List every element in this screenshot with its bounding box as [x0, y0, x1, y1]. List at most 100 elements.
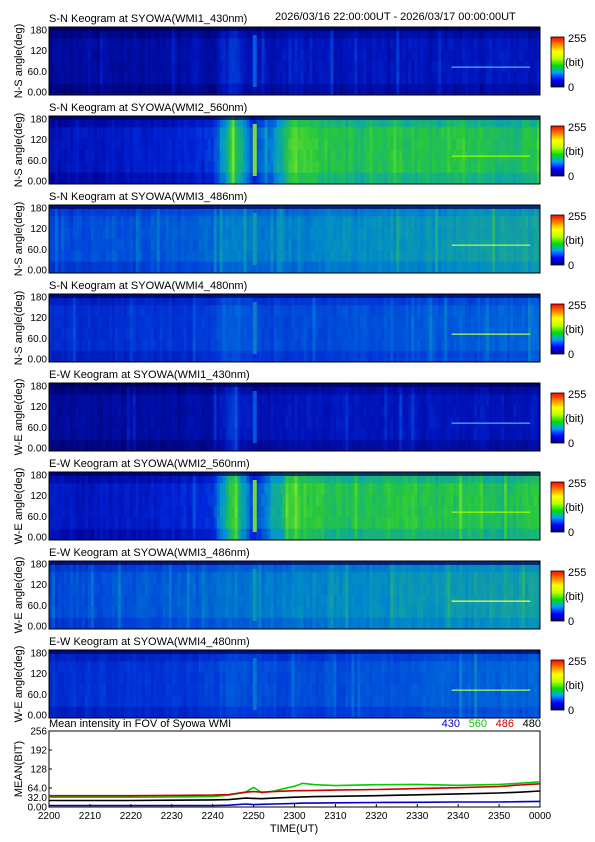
keogram-cell	[384, 49, 388, 62]
keogram-cell	[120, 417, 125, 429]
keogram-cell	[282, 439, 286, 452]
keogram-cell	[324, 27, 328, 39]
keogram-cell	[321, 49, 325, 62]
keogram-cell	[279, 72, 283, 85]
keogram-cell	[111, 38, 116, 51]
keogram-cell	[84, 116, 89, 128]
keogram-cell	[525, 72, 529, 85]
keogram-cell	[75, 328, 80, 340]
keogram-cell	[63, 138, 68, 151]
keogram-cell	[159, 161, 164, 174]
keogram-cell	[429, 250, 433, 263]
keogram-cell	[81, 205, 86, 217]
keogram-cell	[177, 138, 182, 151]
panel-title: S-N Keogram at SYOWA(WMI3_486nm)	[49, 191, 247, 203]
keogram-cell	[231, 172, 236, 185]
keogram-cell	[339, 405, 343, 418]
keogram-cell	[99, 339, 104, 352]
keogram-cell	[174, 294, 179, 306]
keogram-cell	[510, 161, 514, 174]
keogram-cell	[420, 261, 424, 274]
keogram-cell	[348, 116, 352, 128]
keogram-cell	[519, 339, 523, 352]
keogram-cell	[537, 72, 541, 85]
keogram-cell	[417, 417, 421, 429]
keogram-cell	[474, 383, 478, 395]
keogram-cell	[354, 72, 358, 85]
keogram-cell	[498, 316, 502, 329]
keogram-cell	[126, 383, 131, 395]
keogram-cell	[207, 227, 212, 240]
keogram-cell	[318, 239, 322, 251]
keogram-cell	[147, 316, 152, 329]
keogram-cell	[366, 27, 370, 39]
keogram-cell	[129, 439, 134, 452]
keogram-cell	[204, 205, 209, 217]
keogram-cell	[438, 161, 442, 174]
keogram-cell	[519, 161, 523, 174]
keogram-cell	[99, 38, 104, 51]
keogram-cell	[297, 294, 301, 306]
keogram-cell	[279, 61, 283, 73]
keogram-cell	[477, 405, 481, 418]
keogram-cell	[201, 150, 206, 162]
keogram-cell	[423, 383, 427, 395]
keogram-cell	[354, 239, 358, 251]
keogram-cell	[138, 417, 143, 429]
keogram-cell	[504, 261, 508, 274]
keogram-cell	[351, 27, 355, 39]
keogram-cell	[174, 316, 179, 329]
keogram-cell	[168, 205, 173, 217]
keogram-cell	[234, 161, 239, 174]
keogram-cell	[117, 417, 122, 429]
keogram-cell	[450, 305, 454, 318]
keogram-cell	[267, 172, 271, 185]
keogram-cell	[309, 350, 313, 363]
keogram-cell	[408, 161, 412, 174]
keogram-cell	[189, 339, 194, 352]
keogram-cell	[441, 205, 445, 217]
keogram-cell	[411, 439, 415, 452]
keogram-cell	[393, 27, 397, 39]
keogram-cell	[477, 205, 481, 217]
keogram-cell	[267, 49, 271, 62]
keogram-cell	[378, 83, 382, 96]
keogram-cell	[60, 428, 65, 441]
keogram-cell	[75, 205, 80, 217]
keogram-cell	[438, 350, 442, 363]
keogram-cell	[312, 138, 316, 151]
keogram-cell	[249, 339, 253, 352]
keogram-cell	[429, 116, 433, 128]
keogram-cell	[381, 294, 385, 306]
keogram-cell	[519, 27, 523, 39]
keogram-cell	[159, 205, 164, 217]
keogram-cell	[534, 49, 538, 62]
keogram-cell	[147, 405, 152, 418]
keogram-cell	[303, 439, 307, 452]
keogram-cell	[114, 138, 119, 151]
keogram-cell	[498, 305, 502, 318]
keogram-cell	[273, 294, 277, 306]
keogram-cell	[156, 383, 161, 395]
keogram-cell	[426, 261, 430, 274]
keogram-cell	[312, 61, 316, 73]
keogram-cell	[105, 417, 110, 429]
keogram-cell	[267, 83, 271, 96]
keogram-cell	[372, 250, 376, 263]
keogram-cell	[117, 405, 122, 418]
keogram-cell	[522, 83, 526, 96]
keogram-cell	[54, 116, 59, 128]
keogram-cell	[264, 339, 268, 352]
keogram-cell	[489, 439, 493, 452]
keogram-cell	[51, 394, 56, 407]
keogram-cell	[162, 339, 167, 352]
keogram-cell	[282, 138, 286, 151]
keogram-cell	[162, 261, 167, 274]
keogram-cell	[330, 316, 334, 329]
keogram-cell	[147, 38, 152, 51]
keogram-cell	[249, 49, 253, 62]
keogram-cell	[339, 439, 343, 452]
keogram-cell	[123, 339, 128, 352]
keogram-cell	[528, 27, 532, 39]
keogram-cell	[213, 439, 218, 452]
